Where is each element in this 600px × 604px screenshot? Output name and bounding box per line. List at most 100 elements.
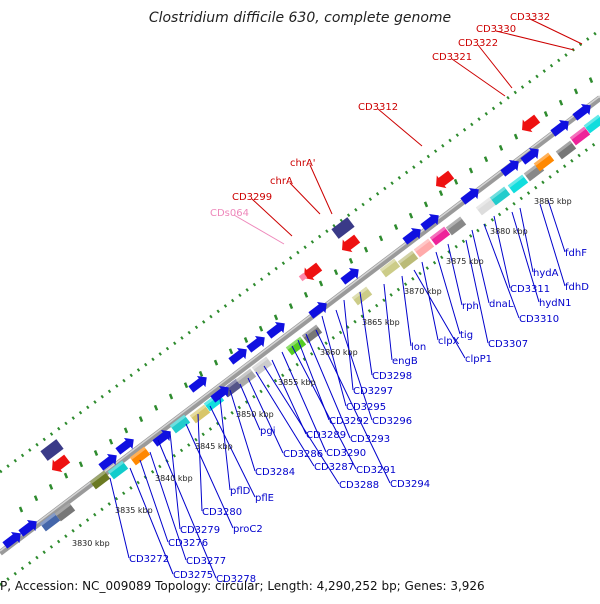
blue-gene-label[interactable]: CD3284	[255, 467, 295, 478]
forward-gene-arrow[interactable]	[519, 144, 543, 167]
gene-block[interactable]	[107, 460, 129, 480]
gene-block[interactable]	[489, 186, 511, 206]
pink-gene-label[interactable]: CDs064	[210, 208, 249, 219]
blue-gene-label[interactable]: proC2	[233, 524, 263, 535]
forward-gene-arrow[interactable]	[401, 224, 425, 247]
gene-block[interactable]	[301, 324, 323, 344]
blue-gene-label[interactable]: hydN1	[539, 298, 571, 309]
gene-block[interactable]	[555, 140, 577, 160]
red-gene-label[interactable]: CD3321	[432, 52, 472, 63]
red-gene-label[interactable]: CD3330	[476, 24, 516, 35]
gene-block[interactable]	[235, 368, 257, 388]
blue-gene-label[interactable]: fdhF	[565, 248, 587, 259]
blue-gene-label[interactable]: CD3286	[283, 449, 323, 460]
rna-gene-marker[interactable]	[298, 272, 308, 282]
gene-block[interactable]	[39, 512, 61, 532]
gene-block[interactable]	[251, 356, 273, 376]
forward-gene-arrow[interactable]	[17, 516, 41, 539]
forward-gene-arrow[interactable]	[419, 210, 443, 233]
gene-block[interactable]	[379, 258, 401, 278]
gene-block[interactable]	[533, 152, 555, 172]
blue-gene-label[interactable]: CD3288	[339, 480, 379, 491]
red-gene-label[interactable]: chrA	[270, 176, 293, 187]
gene-block[interactable]	[413, 238, 435, 258]
blue-gene-label[interactable]: lon	[411, 342, 426, 353]
blue-gene-label[interactable]: CD3279	[180, 525, 220, 536]
blue-gene-label[interactable]: clpP1	[465, 354, 492, 365]
blue-gene-label[interactable]: engB	[392, 356, 418, 367]
gene-block[interactable]	[445, 216, 467, 236]
red-gene-label[interactable]: CD3299	[232, 192, 272, 203]
gene-block[interactable]	[189, 404, 211, 424]
blue-gene-label[interactable]: CD3296	[372, 416, 412, 427]
gene-block[interactable]	[285, 336, 307, 356]
blue-gene-label[interactable]: CD3277	[186, 556, 226, 567]
forward-gene-arrow[interactable]	[1, 528, 25, 551]
red-gene-label[interactable]: CD3322	[458, 38, 498, 49]
forward-gene-arrow[interactable]	[114, 434, 138, 457]
forward-gene-arrow[interactable]	[227, 344, 251, 367]
gene-block[interactable]	[397, 250, 419, 270]
blue-gene-label[interactable]: hydA	[533, 268, 559, 279]
blue-gene-label[interactable]: CD3272	[129, 554, 169, 565]
forward-gene-arrow[interactable]	[307, 298, 331, 321]
gene-block[interactable]	[129, 446, 151, 466]
blue-gene-label[interactable]: CD3276	[168, 538, 208, 549]
forward-gene-arrow[interactable]	[265, 318, 289, 341]
gene-block[interactable]	[89, 470, 111, 490]
gene-block[interactable]	[475, 196, 497, 216]
blue-gene-label[interactable]: clpX	[438, 336, 460, 347]
reverse-gene-arrow[interactable]	[337, 232, 362, 256]
blue-gene-label[interactable]: pflD	[230, 486, 251, 497]
blue-gene-label[interactable]: pflE	[255, 493, 274, 504]
gene-block[interactable]	[569, 126, 591, 146]
red-gene-label[interactable]: CD3312	[358, 102, 398, 113]
gene-block[interactable]	[331, 217, 355, 239]
blue-gene-label[interactable]: CD3310	[519, 314, 559, 325]
reverse-gene-arrow[interactable]	[299, 260, 324, 284]
blue-gene-label[interactable]: CD3287	[314, 462, 354, 473]
gene-block[interactable]	[40, 439, 64, 461]
gene-block[interactable]	[429, 226, 451, 246]
blue-gene-label[interactable]: CD3311	[510, 284, 550, 295]
blue-gene-label[interactable]: CD3278	[216, 574, 256, 585]
blue-gene-label[interactable]: CD3294	[390, 479, 430, 490]
blue-gene-label[interactable]: pgi	[260, 426, 275, 437]
blue-gene-label[interactable]: CD3298	[372, 371, 412, 382]
blue-gene-label[interactable]: CD3295	[346, 402, 386, 413]
blue-gene-label[interactable]: CD3307	[488, 339, 528, 350]
blue-gene-label[interactable]: CD3297	[353, 386, 393, 397]
blue-gene-label[interactable]: fdhD	[565, 282, 589, 293]
forward-gene-arrow[interactable]	[459, 184, 483, 207]
blue-gene-label[interactable]: dnaL	[489, 299, 514, 310]
forward-gene-arrow[interactable]	[209, 382, 233, 405]
forward-gene-arrow[interactable]	[571, 100, 595, 123]
gene-block[interactable]	[54, 502, 76, 522]
forward-gene-arrow[interactable]	[187, 372, 211, 395]
forward-gene-arrow[interactable]	[339, 264, 363, 287]
forward-gene-arrow[interactable]	[499, 156, 523, 179]
gene-block[interactable]	[169, 414, 191, 434]
blue-gene-label[interactable]: rph	[462, 301, 479, 312]
forward-gene-arrow[interactable]	[549, 116, 573, 139]
blue-gene-label[interactable]: CD3291	[356, 465, 396, 476]
forward-gene-arrow[interactable]	[151, 426, 175, 449]
forward-gene-arrow[interactable]	[97, 450, 121, 473]
reverse-gene-arrow[interactable]	[431, 168, 456, 192]
blue-gene-label[interactable]: CD3293	[350, 434, 390, 445]
blue-gene-label[interactable]: CD3292	[329, 416, 369, 427]
reverse-gene-arrow[interactable]	[47, 452, 72, 476]
red-gene-label[interactable]: CD3332	[510, 12, 550, 23]
blue-gene-label[interactable]: CD3289	[306, 430, 346, 441]
blue-gene-label[interactable]: CD3280	[202, 507, 242, 518]
blue-gene-label[interactable]: tig	[460, 330, 473, 341]
gene-block[interactable]	[583, 114, 600, 134]
forward-gene-arrow[interactable]	[245, 332, 269, 355]
gene-block[interactable]	[507, 174, 529, 194]
red-gene-label[interactable]: chrA'	[290, 158, 316, 169]
reverse-gene-arrow[interactable]	[517, 112, 542, 136]
blue-gene-label[interactable]: CD3275	[173, 570, 213, 581]
blue-gene-label[interactable]: CD3290	[326, 448, 366, 459]
